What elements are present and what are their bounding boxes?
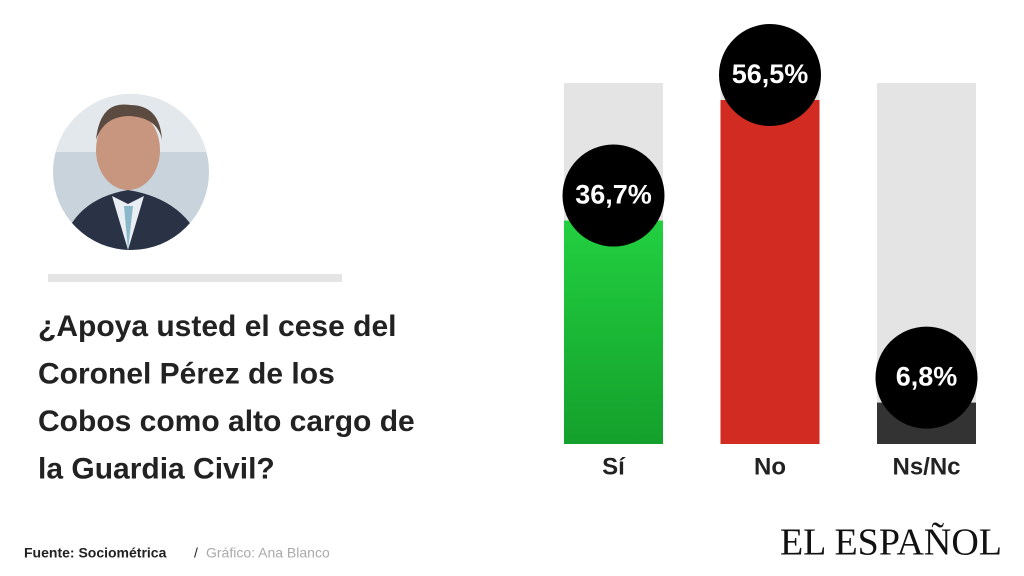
portrait: [53, 94, 209, 250]
x-tick-label: No: [754, 453, 786, 480]
brand: EL ESPAÑOL: [780, 522, 1002, 564]
value-badge: [719, 24, 821, 126]
value-badge: [875, 326, 978, 429]
bar: [564, 220, 663, 444]
source: Fuente: Sociométrica: [24, 545, 167, 561]
x-tick-label: Ns/Nc: [892, 453, 960, 480]
title: ¿Apoya usted el cese del Coronel Pérez de…: [38, 310, 415, 486]
bar: [720, 100, 820, 444]
title-line: ¿Apoya usted el cese del: [38, 310, 396, 343]
value-label: 36,7%: [575, 180, 652, 210]
divider: [48, 274, 342, 282]
title-line: Coronel Pérez de los: [38, 357, 335, 390]
value-badge: [562, 144, 665, 247]
title-line: la Guardia Civil?: [38, 452, 275, 485]
x-tick-label: Sí: [602, 453, 626, 480]
title-line: Cobos como alto cargo de: [38, 405, 415, 438]
value-label: 6,8%: [896, 362, 958, 392]
value-label: 56,5%: [732, 59, 809, 89]
separator: /: [194, 545, 198, 561]
credit: Gráfico: Ana Blanco: [206, 545, 330, 561]
